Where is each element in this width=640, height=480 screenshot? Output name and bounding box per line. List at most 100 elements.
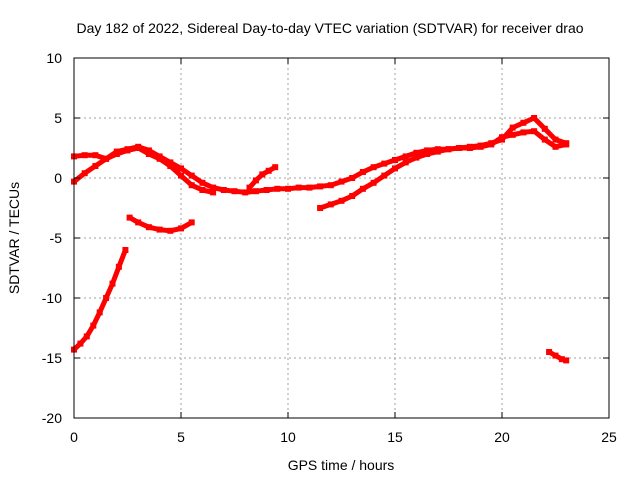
data-point (402, 159, 409, 166)
data-point (178, 225, 184, 232)
data-point (349, 193, 356, 199)
data-point (338, 178, 345, 185)
data-point (370, 179, 377, 186)
data-point (188, 182, 195, 189)
data-point (265, 167, 272, 174)
x-axis-label: GPS time / hours (288, 457, 395, 473)
data-point (126, 214, 133, 221)
data-point (145, 224, 152, 231)
data-point (520, 119, 527, 126)
data-point (552, 136, 559, 143)
data-point (541, 136, 548, 143)
data-point (103, 295, 110, 301)
data-point (558, 356, 565, 363)
data-point (145, 151, 152, 157)
x-tick-label: 5 (177, 429, 185, 445)
y-tick-label: 10 (46, 50, 62, 66)
data-point (92, 152, 99, 159)
data-point (477, 142, 484, 149)
data-point (274, 185, 281, 192)
y-tick-label: -15 (42, 350, 62, 366)
data-point (231, 188, 238, 195)
data-point (327, 182, 334, 189)
data-point (424, 151, 431, 157)
data-point (295, 184, 302, 191)
data-point (499, 136, 505, 143)
data-point (531, 128, 538, 135)
data-point (306, 184, 313, 191)
y-tick-label: -5 (50, 230, 63, 246)
x-tick-label: 20 (494, 429, 510, 445)
data-point (115, 263, 122, 270)
data-point (263, 187, 270, 193)
data-point (77, 340, 84, 347)
data-point (81, 170, 88, 177)
data-point (167, 163, 174, 169)
data-point (392, 165, 398, 172)
data-point (370, 164, 377, 171)
data-point (402, 153, 409, 160)
data-point (252, 188, 259, 195)
data-point (272, 164, 279, 171)
data-point (167, 159, 174, 166)
y-tick-labels: -20 -15 -10 -5 0 5 10 (42, 50, 62, 426)
data-point (178, 172, 184, 179)
data-point (178, 165, 184, 172)
data-point (188, 219, 195, 226)
data-point (156, 226, 163, 233)
chart-title: Day 182 of 2022, Sidereal Day-to-day VTE… (76, 20, 583, 36)
data-point (413, 149, 420, 156)
data-point (122, 247, 129, 253)
data-point (199, 187, 206, 193)
x-tick-label: 15 (387, 429, 403, 445)
data-point (563, 140, 570, 147)
data-point (381, 172, 388, 179)
data-point (531, 115, 538, 121)
data-point (220, 187, 227, 193)
data-point (242, 189, 249, 196)
x-tick-label: 0 (70, 429, 78, 445)
data-point (338, 197, 345, 204)
axis-ticks (73, 57, 610, 419)
data-point (113, 151, 120, 157)
data-point (445, 146, 452, 153)
data-point (83, 333, 90, 340)
data-point (188, 172, 195, 179)
data-point (466, 143, 473, 150)
data-point (124, 147, 131, 154)
data-point (317, 183, 324, 190)
data-series (71, 115, 570, 364)
data-point (156, 155, 163, 162)
data-point (552, 352, 559, 359)
y-tick-label: -10 (42, 290, 62, 306)
x-tick-labels: 0 5 10 15 20 25 (70, 429, 617, 445)
data-point (392, 157, 398, 163)
y-tick-label: -20 (42, 410, 62, 426)
data-point (552, 143, 559, 150)
data-point (541, 125, 548, 132)
data-point (145, 147, 152, 154)
data-point (92, 163, 99, 169)
data-point (252, 177, 259, 184)
y-axis-label: SDTVAR / TECUs (6, 182, 22, 294)
data-point (349, 175, 356, 181)
x-tick-label: 10 (280, 429, 296, 445)
y-tick-label: 0 (54, 170, 62, 186)
data-point (317, 205, 324, 211)
data-point (563, 357, 570, 364)
data-point (135, 145, 142, 151)
data-point (488, 140, 495, 147)
data-point (210, 189, 217, 196)
data-point (103, 155, 110, 162)
data-point (167, 227, 174, 234)
x-tick-label: 25 (601, 429, 617, 445)
data-point (246, 184, 253, 191)
data-point (359, 185, 366, 192)
y-tick-label: 5 (54, 110, 62, 126)
data-point (509, 131, 516, 138)
data-point (109, 280, 116, 287)
data-point (359, 169, 366, 175)
data-point (96, 309, 103, 316)
data-point (199, 179, 206, 186)
